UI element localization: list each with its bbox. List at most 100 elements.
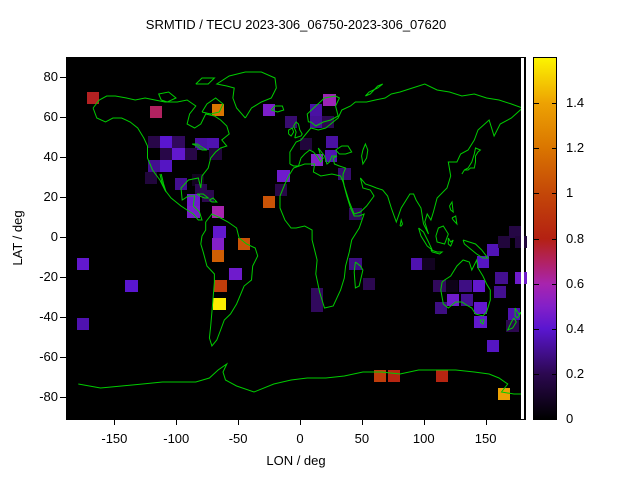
heat-cell xyxy=(262,196,276,208)
x-axis-title: LON / deg xyxy=(266,453,326,468)
heat-cell xyxy=(445,280,459,292)
x-tick-label: 150 xyxy=(474,431,497,446)
heat-cell xyxy=(309,104,323,116)
coastline-africa xyxy=(279,163,365,309)
colorbar-tick-mark xyxy=(552,419,557,420)
coastlines-svg xyxy=(78,71,524,395)
chart-title: SRMTID / TECU 2023-306_06750-2023-306_07… xyxy=(145,17,447,32)
coastline-north_america xyxy=(92,95,230,221)
heat-cell xyxy=(172,136,185,148)
heat-cell xyxy=(125,280,138,292)
colorbar-tick-mark xyxy=(534,419,539,420)
heat-cell xyxy=(486,244,499,256)
y-tick-mark xyxy=(60,157,66,158)
heat-cell xyxy=(494,286,507,298)
heat-cell xyxy=(495,272,508,284)
colorbar-tick-mark xyxy=(552,283,557,285)
heat-cell xyxy=(209,148,222,160)
y-tick-mark xyxy=(60,277,66,278)
coastline-eurasia xyxy=(289,83,524,235)
coastline-philippines_luzon xyxy=(449,200,454,214)
colorbar-tick-label: 0.8 xyxy=(566,230,585,246)
colorbar-tick-mark xyxy=(534,193,539,195)
heat-cell xyxy=(214,280,227,292)
heat-cell xyxy=(309,116,323,128)
y-tick-label: -40 xyxy=(39,309,58,324)
coastline-borneo xyxy=(435,225,449,245)
colorbar-tick-mark xyxy=(552,238,557,240)
heat-cell xyxy=(299,138,313,150)
coastline-australia xyxy=(440,258,491,317)
colorbar-tick-label: 0.4 xyxy=(566,320,585,336)
coastline-baja xyxy=(159,173,167,193)
y-tick-mark xyxy=(60,317,66,318)
x-tick-label: -150 xyxy=(101,431,128,446)
heat-cell xyxy=(184,148,198,160)
y-tick-label: 20 xyxy=(43,189,58,204)
world-map xyxy=(67,58,528,419)
x-tick-label: -50 xyxy=(228,431,248,446)
coastline-sri_lanka xyxy=(399,218,404,227)
heat-cell xyxy=(310,288,324,300)
x-tick-mark xyxy=(114,420,116,425)
y-tick-label: -20 xyxy=(39,269,58,284)
y-tick-mark xyxy=(60,237,66,238)
colorbar-tick-label: 0.6 xyxy=(566,275,585,291)
coastline-cuba xyxy=(196,193,210,199)
colorbar-tick-mark xyxy=(534,328,539,330)
x-tick-label: 50 xyxy=(354,431,370,446)
colorbar-tick-mark xyxy=(552,148,557,150)
colorbar-tick-label: 0.2 xyxy=(566,365,585,381)
heat-cell xyxy=(159,136,173,148)
y-tick-mark xyxy=(60,397,66,398)
heat-cell xyxy=(447,294,460,306)
coastline-sulawesi xyxy=(447,237,454,247)
coastline-madagascar xyxy=(353,261,364,289)
coastline-ellesmere xyxy=(195,77,216,85)
heat-cell xyxy=(211,250,225,262)
coastline-novaya_zemlya xyxy=(365,83,384,97)
colorbar-tick-mark xyxy=(534,148,539,150)
y-tick-mark xyxy=(60,357,66,358)
x-tick-mark xyxy=(238,420,240,425)
y-tick-label: -80 xyxy=(39,389,58,404)
colorbar-tick-mark xyxy=(552,193,557,195)
coastline-baffin xyxy=(201,97,224,115)
heat-cell xyxy=(310,154,324,166)
plot-area xyxy=(66,57,528,420)
colorbar-tick-mark xyxy=(534,373,539,375)
heat-cell xyxy=(422,258,435,270)
x-tick-label: 100 xyxy=(412,431,435,446)
colorbar-tick-label: 0 xyxy=(566,411,574,426)
x-tick-mark xyxy=(176,420,178,425)
y-tick-mark xyxy=(60,197,66,198)
heat-cell xyxy=(213,226,226,238)
heat-cell xyxy=(262,104,276,116)
coastline-new_guinea xyxy=(462,239,489,259)
heat-cell xyxy=(150,106,163,118)
heat-cell xyxy=(325,136,339,148)
coastline-philippines_mindanao xyxy=(451,215,458,226)
heat-cell xyxy=(159,148,173,160)
heat-cell xyxy=(147,160,160,172)
coastline-great_lakes xyxy=(191,143,208,151)
heat-cell xyxy=(237,238,251,250)
heat-cell xyxy=(473,280,486,292)
y-tick-label: 80 xyxy=(43,69,58,84)
colorbar-tick-label: 1 xyxy=(566,185,574,201)
heat-cell xyxy=(172,148,185,160)
x-tick-mark xyxy=(423,420,425,425)
heat-cell xyxy=(77,258,90,270)
heat-cell xyxy=(277,170,290,182)
heat-cell xyxy=(459,280,472,292)
heat-cell xyxy=(497,388,511,400)
colorbar-tick-label: 1.2 xyxy=(566,140,585,156)
plot-right-gap xyxy=(521,58,524,419)
heat-cell xyxy=(145,172,158,184)
heat-cell xyxy=(147,136,160,148)
y-tick-mark xyxy=(60,77,66,78)
heat-cell xyxy=(486,340,499,352)
heat-cell xyxy=(77,318,90,330)
heat-cell xyxy=(229,268,242,280)
heat-cell xyxy=(159,160,173,172)
